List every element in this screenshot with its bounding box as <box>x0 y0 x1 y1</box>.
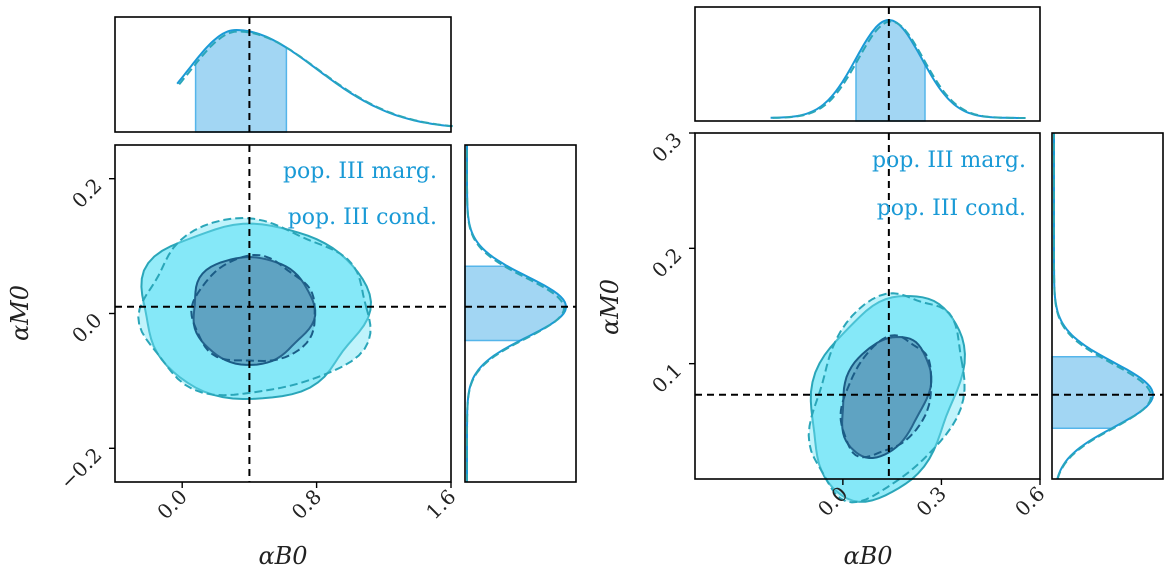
top-marginal-left <box>114 16 454 133</box>
marginal-curve-cond <box>1053 133 1153 480</box>
contour-inner-cond <box>839 334 932 459</box>
joint-panel-frame <box>694 132 1041 480</box>
y-axis-label: αM0 <box>6 285 34 341</box>
x-tick-label: 0.3 <box>911 482 950 521</box>
x-tick-label: 0.6 <box>1010 482 1049 521</box>
right-marginal-frame <box>464 144 577 483</box>
legend-marg: pop. III marg. <box>283 159 437 184</box>
top-marginal-right <box>694 6 1041 122</box>
credible-band-right <box>464 265 567 342</box>
credible-band-top <box>855 19 926 122</box>
marginal-curve-cond <box>178 30 454 128</box>
y-tick-label: 0.0 <box>67 308 106 347</box>
marginal-curve-cond <box>466 145 566 482</box>
joint-panel-right: pop. III marg. pop. III cond. <box>694 132 1041 504</box>
legend-cond: pop. III cond. <box>877 196 1026 221</box>
x-axis-label: αB0 <box>843 542 892 570</box>
contour-inner-marg <box>841 335 933 459</box>
legend-marg: pop. III marg. <box>872 148 1026 173</box>
y-tick-label: −0.2 <box>55 443 106 494</box>
y-tick-label: 0.3 <box>647 128 686 167</box>
corner-plot-left: pop. III marg. pop. III cond. 0.0 0.8 1.6 −… <box>6 16 577 570</box>
credible-band-right <box>1051 355 1154 430</box>
joint-panel-left: pop. III marg. pop. III cond. <box>114 144 452 483</box>
y-tick-label: 0.2 <box>67 173 106 212</box>
y-tick-label: 0.1 <box>647 358 686 397</box>
top-marginal-frame <box>694 6 1041 122</box>
right-marginal-right <box>1051 132 1164 480</box>
x-axis-label: αB0 <box>258 542 307 570</box>
y-tick-label: 0.2 <box>647 243 686 282</box>
x-tick-label: 0.0 <box>152 485 191 524</box>
y-axis-label: αM0 <box>596 279 624 335</box>
legend-cond: pop. III cond. <box>288 205 437 230</box>
x-tick-label: 0.8 <box>287 485 326 524</box>
marginal-curve-cond <box>772 20 1026 119</box>
right-marginal-left <box>464 144 577 483</box>
corner-plot-right: pop. III marg. pop. III cond. 0.0 0.3 0.60… <box>596 6 1164 570</box>
top-marginal-frame <box>114 16 452 133</box>
contour-inner-cond <box>190 253 316 363</box>
x-tick-label: 1.6 <box>421 485 460 524</box>
right-marginal-frame <box>1051 132 1164 480</box>
